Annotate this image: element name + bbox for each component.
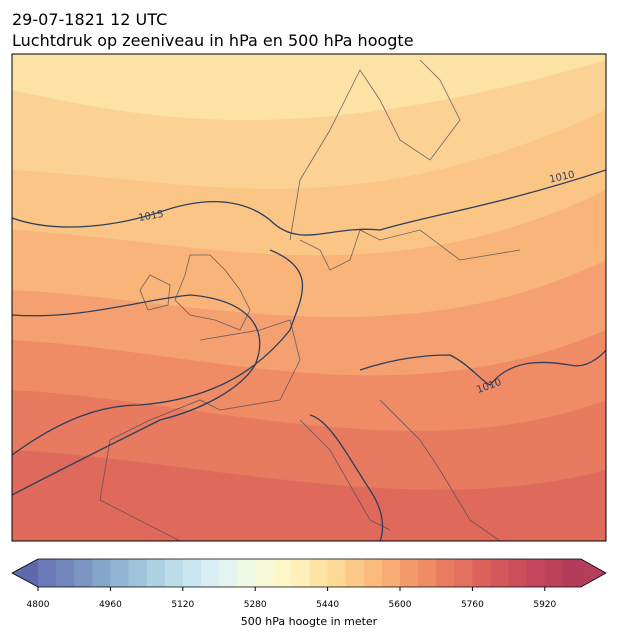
map	[12, 54, 606, 541]
colorbar-segment	[182, 559, 202, 587]
colorbar-segment	[74, 559, 93, 587]
colorbar-segment	[381, 559, 401, 587]
colorbar-segment	[345, 559, 365, 587]
colorbar-segment	[544, 559, 564, 587]
colorbar-segment	[273, 559, 292, 587]
colorbar-label: 500 hPa hoogte in meter	[241, 615, 378, 628]
contour-label: 1010	[549, 169, 576, 185]
colorbar-segment	[418, 559, 437, 587]
colorbar-segment	[200, 559, 220, 587]
colorbar-tick-label: 5120	[171, 600, 194, 610]
contour-label: 1015	[138, 209, 165, 224]
colorbar-segment	[327, 559, 347, 587]
colorbar-segment	[92, 559, 111, 587]
title-line: 29-07-1821 12 UTC	[12, 10, 167, 29]
map-frame	[11, 53, 607, 542]
colorbar-segment	[110, 559, 129, 587]
colorbar-segment	[400, 559, 419, 587]
colorbar-segment	[38, 559, 57, 587]
colorbar-segment	[436, 559, 455, 587]
title-line: Luchtdruk op zeeniveau in hPa en 500 hPa…	[12, 31, 414, 50]
colorbar-segment	[128, 559, 148, 587]
colorbar-tick-label: 5760	[461, 600, 484, 610]
colorbar-segment	[291, 559, 310, 587]
colorbar-segment	[562, 559, 582, 587]
colorbar-extend	[581, 559, 606, 587]
colorbar-outline	[11, 558, 607, 588]
colorbar-tick-label: 5600	[389, 600, 412, 610]
colorbar-segment	[472, 559, 491, 587]
colorbar-tick-label: 4960	[99, 600, 122, 610]
colorbar-segment	[490, 559, 510, 587]
colorbar-segment	[219, 559, 238, 587]
colorbar-tick-label: 5280	[244, 600, 267, 610]
colorbar-segment	[56, 559, 75, 587]
colorbar-segment	[309, 559, 329, 587]
colorbar-tick-label: 5920	[533, 600, 556, 610]
colorbar-segment	[363, 559, 383, 587]
colorbar-segment	[508, 559, 528, 587]
colorbar-segment	[237, 559, 256, 587]
colorbar-segment	[164, 559, 184, 587]
colorbar: 4800 4960 5120 5280 5440 5600 5760 5920	[11, 558, 607, 610]
colorbar-tick-label: 4800	[27, 600, 50, 610]
colorbar-extend	[12, 559, 38, 587]
colorbar-segment	[526, 559, 546, 587]
colorbar-tick-label: 5440	[316, 600, 339, 610]
colorbar-segment	[146, 559, 166, 587]
colorbar-segment	[454, 559, 473, 587]
colorbar-segment	[255, 559, 274, 587]
